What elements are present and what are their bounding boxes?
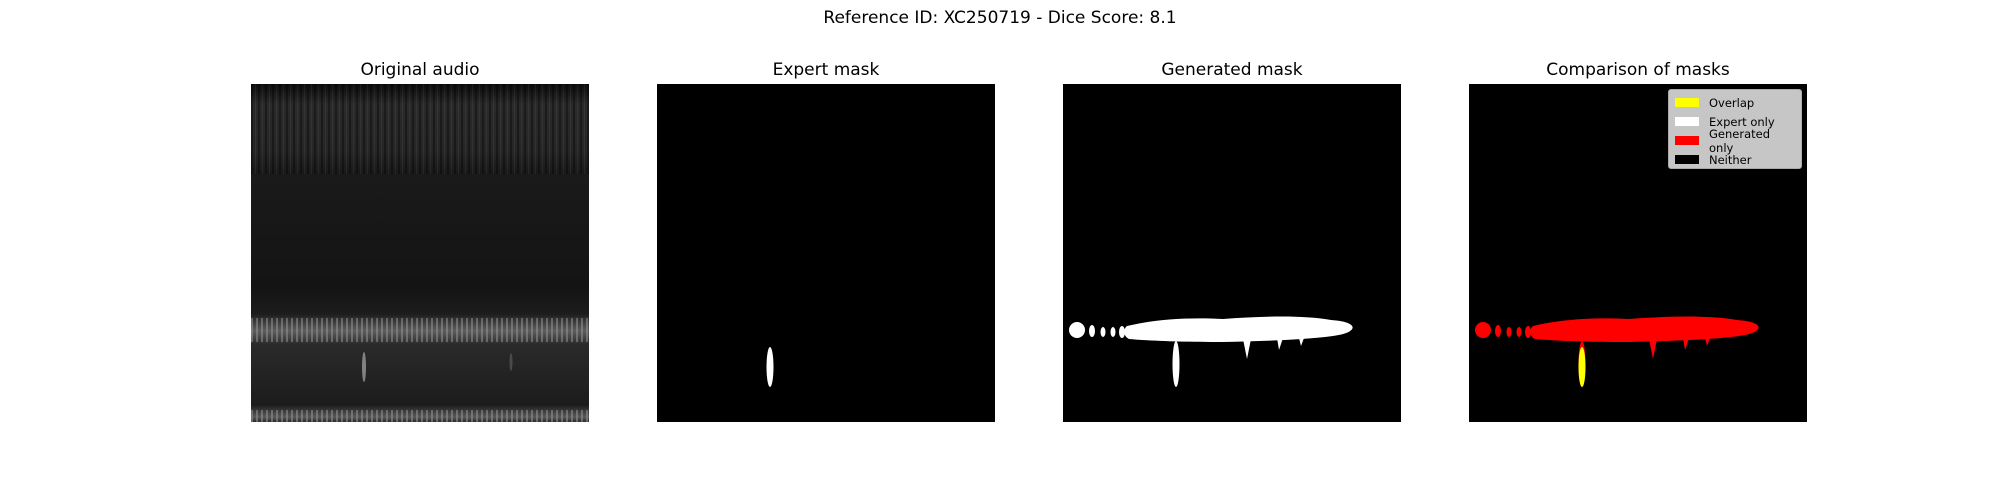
expert-only-swatch	[1675, 117, 1699, 126]
legend-label: Neither	[1709, 153, 1751, 167]
legend-item-generated-only: Generated only	[1675, 131, 1795, 150]
comparison-title: Comparison of masks	[1469, 60, 1807, 80]
legend-label: Overlap	[1709, 96, 1754, 110]
comparison-panel: Overlap Expert only Generated only Neith…	[1469, 84, 1807, 422]
generated-mask-panel	[1063, 84, 1401, 422]
generated-mask-title: Generated mask	[1063, 60, 1401, 80]
legend-label: Generated only	[1709, 127, 1795, 155]
generated-only-swatch	[1675, 136, 1699, 145]
original-audio-spectrogram	[251, 84, 589, 422]
overlap-swatch	[1675, 98, 1699, 107]
spectrogram-image	[251, 84, 589, 422]
expert-mask-title: Expert mask	[657, 60, 995, 80]
original-audio-title: Original audio	[251, 60, 589, 80]
expert-mask-image	[657, 84, 995, 422]
neither-swatch	[1675, 155, 1699, 164]
legend-item-overlap: Overlap	[1675, 93, 1795, 112]
figure-title: Reference ID: XC250719 - Dice Score: 8.1	[0, 8, 2000, 28]
generated-mask-image	[1063, 84, 1401, 422]
expert-mask-panel	[657, 84, 995, 422]
legend: Overlap Expert only Generated only Neith…	[1668, 89, 1802, 169]
